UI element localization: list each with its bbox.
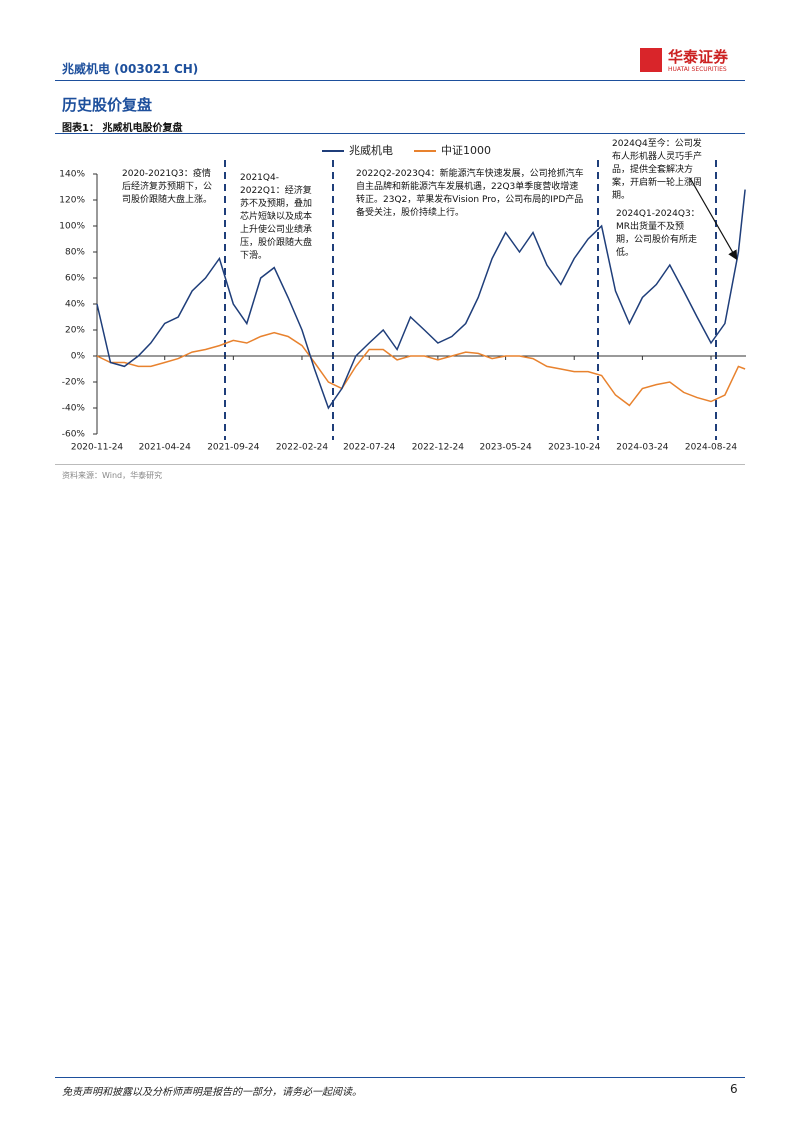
x-tick-label: 2021-04-24 xyxy=(139,443,192,453)
caption-rule xyxy=(55,133,745,134)
x-tick-label: 2022-07-24 xyxy=(343,443,396,453)
legend-label: 兆威机电 xyxy=(349,143,393,157)
x-tick-label: 2023-10-24 xyxy=(548,443,601,453)
annotation: 2024Q4至今：公司发布人形机器人灵巧手产品，提供全套解决方案，开启新一轮上涨… xyxy=(612,138,704,203)
x-tick-label: 2022-02-24 xyxy=(276,443,329,453)
y-tick-label: 40% xyxy=(65,300,85,310)
footer: 免责声明和披露以及分析师声明是报告的一部分，请务必一起阅读。 xyxy=(62,1087,362,1098)
footer-rule xyxy=(55,1077,745,1078)
series-line xyxy=(96,189,746,410)
legend-label: 中证1000 xyxy=(441,144,491,157)
page-number: 6 xyxy=(730,1082,738,1096)
source: 资料来源：Wind，华泰研究 xyxy=(62,471,163,480)
y-tick-label: 60% xyxy=(65,274,85,284)
x-tick-label: 2021-09-24 xyxy=(207,443,260,453)
y-tick-label: 20% xyxy=(65,326,85,336)
annotation: 2022Q2-2023Q4：新能源汽车快速发展，公司抢抓汽车自主品牌和新能源汽车… xyxy=(356,168,586,220)
x-tick-label: 2022-12-24 xyxy=(412,443,465,453)
annotation: 2020-2021Q3：疫情后经济复苏预期下，公司股价跟随大盘上涨。 xyxy=(122,168,214,207)
section-title: 历史股价复盘 xyxy=(62,96,153,114)
annotation: 2024Q1-2024Q3：MR出货量不及预期，公司股价有所走低。 xyxy=(616,208,702,260)
figure-caption: 图表1： 兆威机电股价复盘 xyxy=(62,123,183,134)
logo-en: HUATAI SECURITIES xyxy=(668,66,727,73)
x-tick-label: 2024-08-24 xyxy=(685,443,738,453)
series-line xyxy=(96,331,746,407)
source-rule xyxy=(55,464,745,465)
y-tick-label: -40% xyxy=(62,404,86,414)
logo-mark xyxy=(640,48,662,72)
annotation: 2021Q4-2022Q1：经济复苏不及预期，叠加芯片短缺以及成本上升使公司业绩… xyxy=(240,172,320,263)
y-tick-label: 120% xyxy=(59,196,85,206)
x-tick-label: 2023-05-24 xyxy=(479,443,532,453)
y-tick-label: -60% xyxy=(62,430,86,440)
y-tick-label: -20% xyxy=(62,378,86,388)
chart: -60% -40% -20% 0% 20% 40% 60% 80% 100% 120% 140% 20… xyxy=(59,143,746,453)
x-tick-label: 2020-11-24 xyxy=(71,443,124,453)
y-tick-label: 140% xyxy=(59,170,85,180)
header-rule xyxy=(55,80,745,81)
header-title: 兆威机电 (003021 CH) xyxy=(62,62,199,76)
x-tick-label: 2024-03-24 xyxy=(616,443,669,453)
y-tick-label: 80% xyxy=(65,248,85,258)
y-tick-label: 100% xyxy=(59,222,85,232)
y-tick-label: 0% xyxy=(71,352,86,362)
logo-cn: 华泰证券 xyxy=(668,48,729,66)
